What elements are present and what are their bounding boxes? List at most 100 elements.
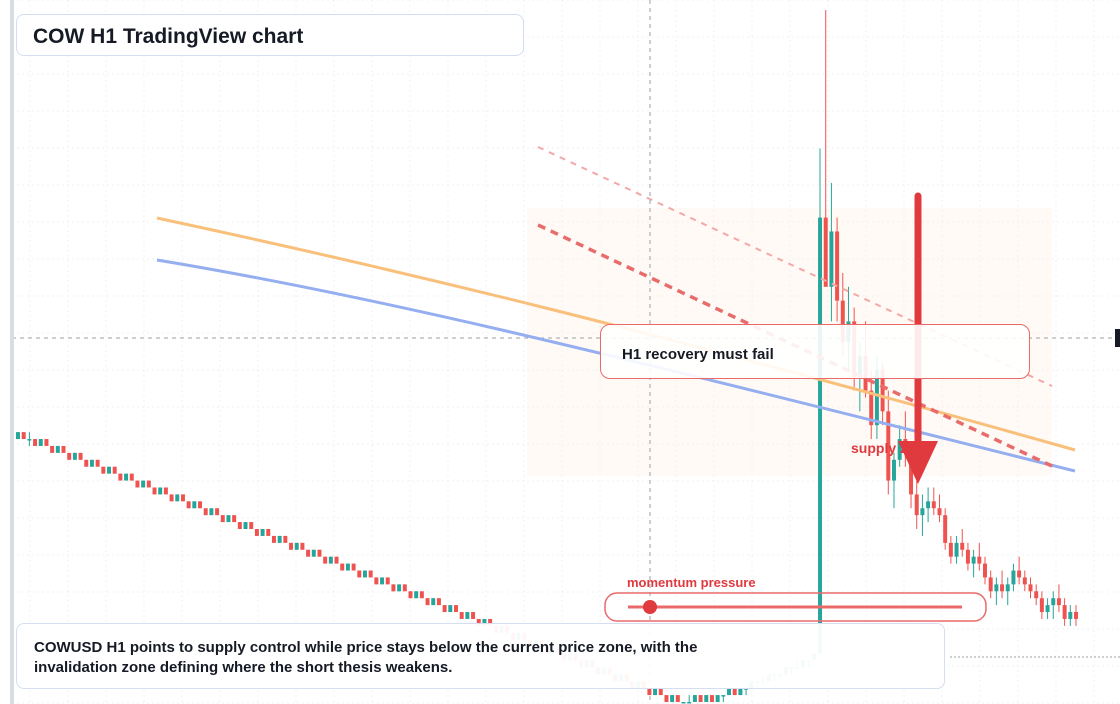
candle-down: [647, 688, 652, 696]
candle-up: [1011, 570, 1016, 585]
candle-up: [345, 563, 350, 571]
candle-up: [482, 618, 487, 626]
candle-up: [16, 432, 20, 440]
candle-up: [294, 542, 299, 550]
candle-down: [453, 605, 458, 613]
candle-up: [226, 515, 231, 523]
candle-down: [823, 217, 828, 287]
candle-down: [78, 452, 83, 460]
candle-down: [317, 549, 322, 557]
candle-down: [943, 515, 948, 543]
candle-down: [476, 618, 481, 626]
candle-down: [385, 577, 390, 585]
candle-up: [994, 584, 999, 592]
candle-up: [72, 452, 77, 460]
candle-down: [886, 411, 891, 481]
candle-down: [1062, 605, 1067, 619]
candle-down: [215, 508, 220, 516]
candle-up: [431, 598, 436, 606]
candle-down: [1028, 584, 1033, 592]
candle-up: [243, 522, 248, 529]
candle-down: [374, 577, 379, 585]
candle-up: [874, 369, 879, 426]
candle-up: [124, 473, 129, 481]
candle-up: [89, 459, 94, 467]
candle-down: [402, 584, 407, 592]
candle-up: [818, 217, 823, 654]
candle-up: [727, 688, 732, 696]
candle-down: [300, 542, 305, 550]
supply-zone-label: supply zone: [851, 440, 932, 456]
candle-up: [380, 577, 385, 585]
candle-down: [658, 688, 663, 696]
candle-down: [180, 494, 185, 502]
candle-up: [362, 570, 367, 578]
recovery-callout-text: H1 recovery must fail: [622, 346, 774, 363]
candle-up: [891, 459, 896, 481]
candle-down: [323, 556, 328, 564]
candle-down: [1022, 577, 1027, 585]
candle-down: [135, 480, 140, 488]
candle-down: [937, 508, 942, 516]
candle-down: [163, 487, 168, 495]
candle-down: [254, 529, 259, 536]
candle-up: [704, 695, 709, 702]
candle-down: [442, 605, 447, 613]
candle-down: [835, 231, 840, 301]
candle-down: [129, 473, 134, 481]
candle-up: [175, 494, 180, 502]
candle-down: [61, 445, 66, 453]
candle-down: [965, 549, 970, 564]
candle-down: [146, 480, 151, 488]
candle-up: [692, 695, 697, 702]
candle-down: [869, 390, 874, 426]
candle-up: [465, 612, 470, 619]
candle-down: [1039, 598, 1044, 613]
candle-down: [425, 598, 430, 606]
candle-up: [328, 556, 333, 564]
candle-down: [283, 535, 288, 543]
candle-down: [419, 591, 424, 599]
candle-down: [1000, 584, 1005, 592]
ema-slow-line: [156, 258, 1076, 473]
candle-down: [1056, 598, 1061, 606]
candle-up: [27, 439, 32, 441]
candle-down: [169, 494, 174, 502]
candle-up: [954, 542, 959, 557]
candle-up: [55, 445, 60, 453]
candle-down: [237, 522, 242, 529]
candle-up: [277, 535, 282, 543]
candle-up: [681, 702, 686, 704]
candle-down: [931, 501, 936, 509]
candle-down: [960, 542, 965, 550]
candle-down: [664, 695, 669, 702]
candle-down: [334, 556, 339, 564]
candle-up: [260, 529, 265, 536]
momentum-dot: [643, 600, 657, 614]
candle-up: [920, 508, 925, 516]
candle-up: [397, 584, 402, 592]
candle-down: [675, 695, 680, 702]
candle-down: [186, 501, 191, 509]
candle-up: [721, 695, 726, 697]
summary-panel: COWUSD H1 points to supply control while…: [16, 623, 945, 689]
candle-up: [829, 231, 834, 287]
candle-down: [306, 549, 311, 557]
candle-down: [95, 459, 100, 467]
ema-fast-line: [156, 216, 1076, 452]
candle-down: [368, 570, 373, 578]
candle-down: [84, 459, 89, 467]
candle-up: [1045, 605, 1050, 613]
candle-down: [709, 695, 714, 702]
candle-down: [1034, 591, 1039, 599]
down-arrow-head: [898, 441, 938, 484]
candle-down: [340, 563, 345, 571]
candle-up: [715, 695, 720, 702]
candle-down: [220, 515, 225, 523]
candle-down: [1017, 570, 1022, 578]
candle-up: [1051, 598, 1056, 606]
candle-down: [101, 466, 106, 474]
momentum-box: [604, 592, 987, 622]
candle-down: [21, 432, 26, 440]
candle-down: [44, 439, 49, 446]
